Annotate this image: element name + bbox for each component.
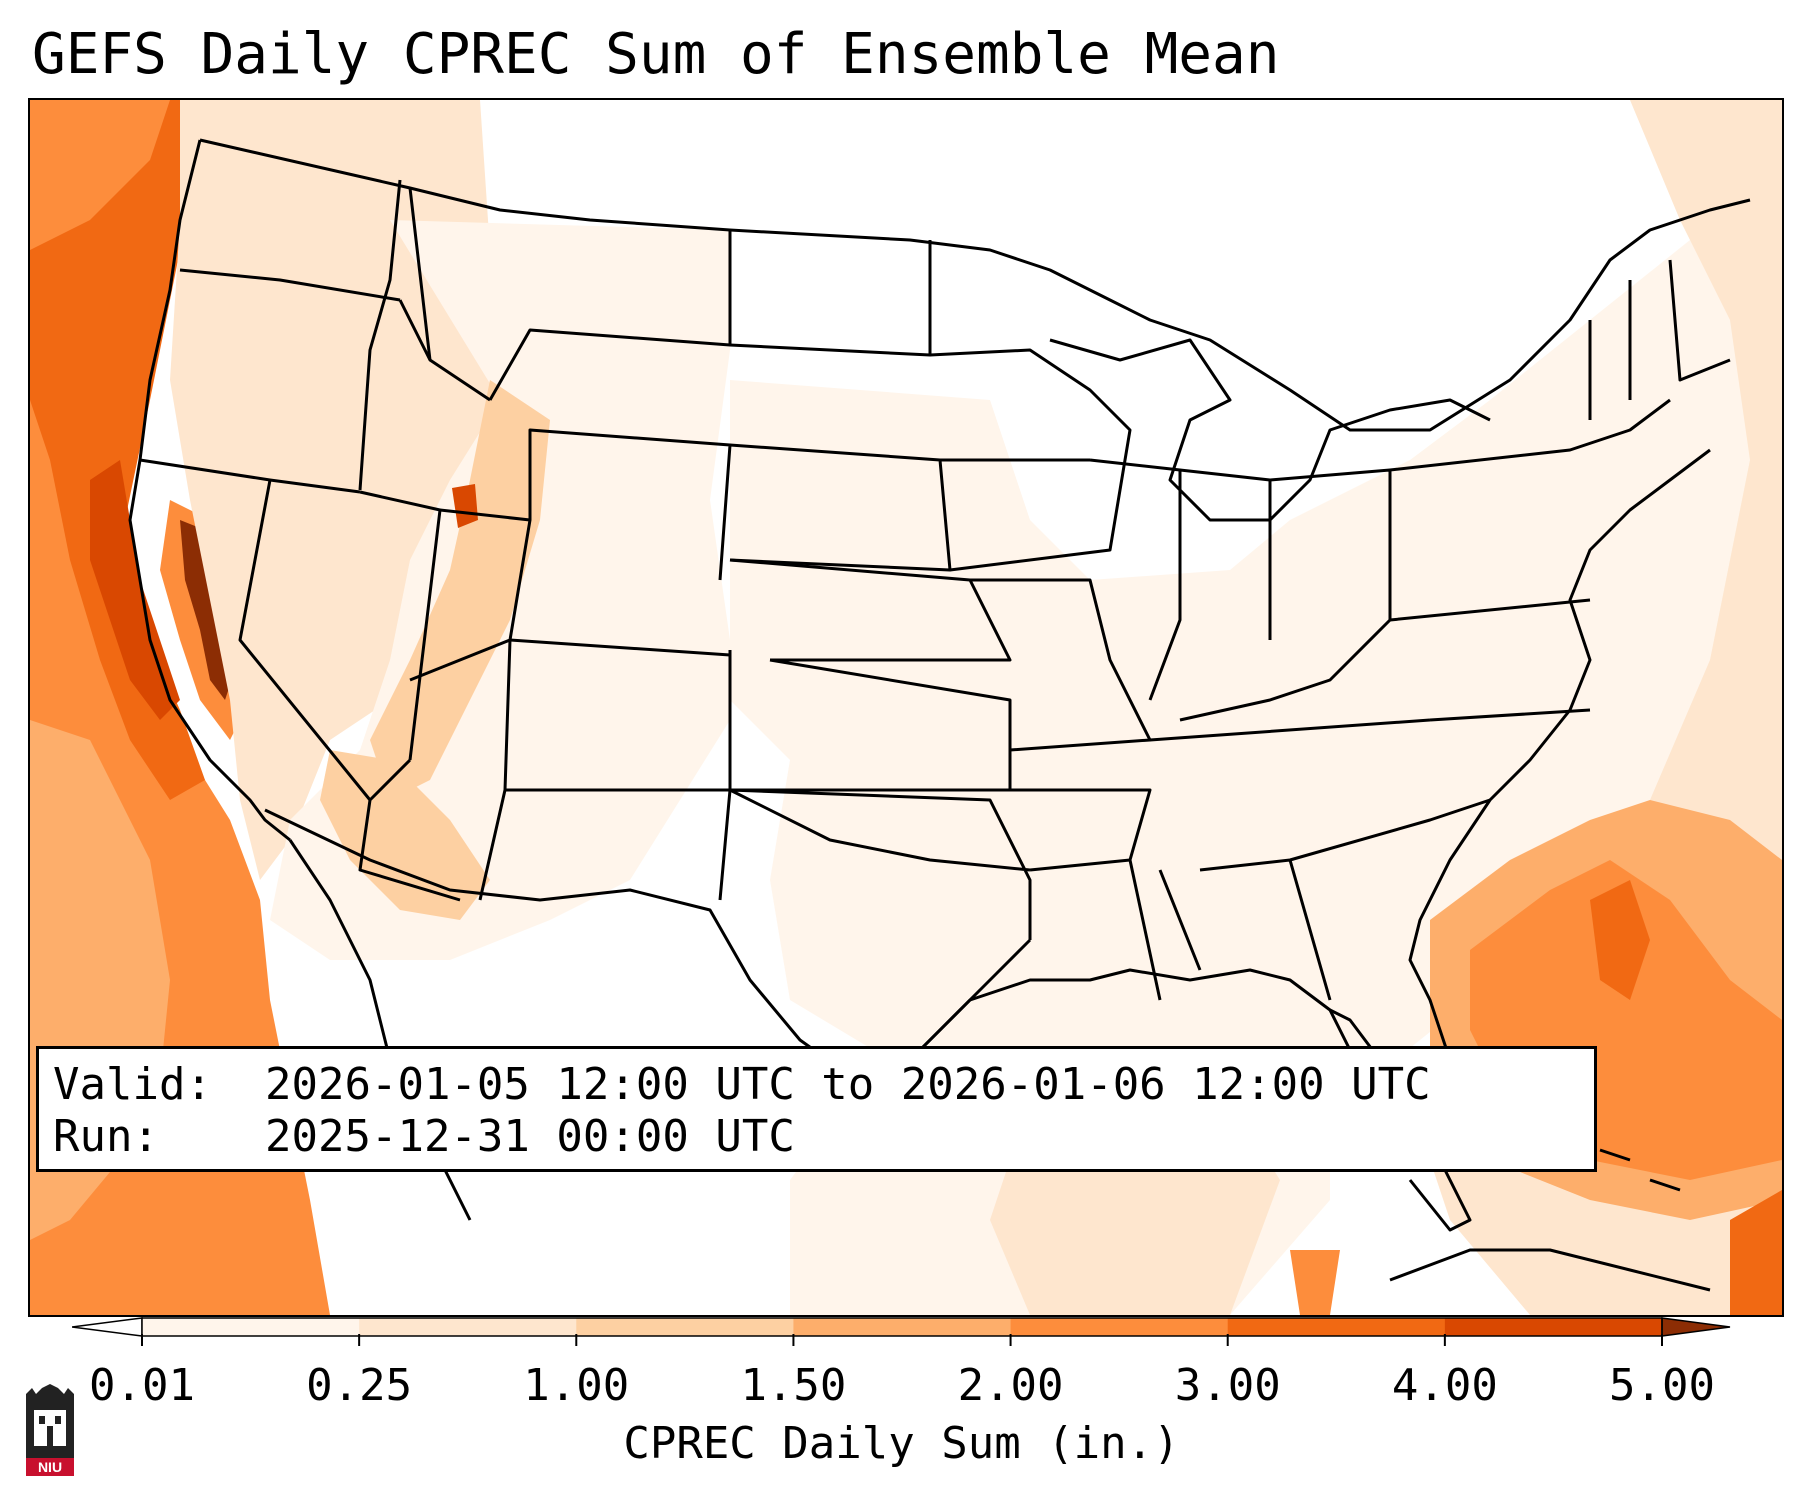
- wyoming-borders: [528, 428, 732, 581]
- southeast-borders: [1128, 798, 1491, 1001]
- colorbar-segment: [1444, 1318, 1663, 1336]
- utah-borders: [409, 508, 731, 682]
- colorbar-segment: [1227, 1318, 1446, 1336]
- oklahoma-texas-border: [729, 788, 1032, 940]
- logo-band: [26, 1458, 74, 1476]
- colorbar-segment: [793, 1318, 1012, 1336]
- colorbar-tick-label: 3.00: [1174, 1360, 1281, 1411]
- atlantic-states-borders: [1389, 398, 1671, 722]
- minnesota-iowa-borders: [929, 348, 1132, 572]
- arizona-border: [358, 758, 461, 902]
- colorbar-label: CPREC Daily Sum (in.): [623, 1418, 1180, 1469]
- run-value: 2025-12-31 00:00 UTC: [265, 1111, 795, 1162]
- colorbar-tick-label: 0.01: [89, 1360, 195, 1411]
- montana-borders: [408, 187, 732, 401]
- florida: [1329, 1008, 1472, 1232]
- colorbar-segment: [142, 1318, 360, 1336]
- colorbar-tick-label: 2.00: [957, 1360, 1064, 1411]
- state-boundaries: [128, 138, 1751, 1292]
- pacific-coastline: [128, 139, 291, 842]
- colorbar-segment: [359, 1318, 577, 1336]
- valid-label: Valid:: [53, 1059, 212, 1110]
- cuba: [1389, 1248, 1711, 1292]
- gulf-strong-spot: [1290, 1250, 1340, 1315]
- map-title: GEFS Daily CPREC Sum of Ensemble Mean: [32, 22, 1280, 87]
- colorbar-outline: [141, 1317, 1663, 1337]
- wasatch-precip-spot: [452, 484, 478, 528]
- colorbar-segment: [576, 1318, 794, 1336]
- colorbar-tick-label: 1.50: [740, 1360, 847, 1411]
- run-label: Run:: [53, 1111, 159, 1162]
- caribbean-heavy-precip: [1730, 1190, 1782, 1315]
- us-canada-border: [199, 138, 1751, 432]
- map-panel: [28, 98, 1784, 1317]
- great-lakes: [1049, 338, 1491, 522]
- colorbar-tick-label: 0.25: [306, 1360, 413, 1411]
- colorbar-ticks: [141, 1334, 1663, 1346]
- colorbar-segment: [1010, 1318, 1229, 1336]
- texas-coast: [908, 938, 1032, 1062]
- colorbar-tick-label: 1.00: [523, 1360, 630, 1411]
- wa-or-border: [179, 268, 401, 302]
- colorbar: [72, 1317, 1731, 1337]
- precipitation-map: [30, 100, 1782, 1315]
- new-mexico-border: [478, 789, 732, 901]
- colorado-nm-border: [503, 639, 732, 792]
- valid-value: 2026-01-05 12:00 UTC to 2026-01-06 12:00…: [265, 1059, 1431, 1110]
- valid-run-info-box: Valid: 2026-01-05 12:00 UTC to 2026-01-06…: [36, 1046, 1597, 1172]
- run-time-line: Run: 2025-12-31 00:00 UTC: [53, 1111, 1580, 1163]
- logo-text: NIU: [38, 1459, 62, 1475]
- ohio-kentucky-borders: [1149, 468, 1431, 742]
- northeast-borders: [1588, 259, 1731, 420]
- colorbar-segments: [142, 1318, 1663, 1336]
- pacific-precip-peak: [90, 460, 180, 720]
- nebraska-kansas-borders: [729, 558, 1012, 792]
- missouri-arkansas-borders: [970, 578, 1152, 872]
- niu-logo: NIU: [26, 1384, 74, 1476]
- atlantic-heavy-precip: [1590, 880, 1650, 1000]
- utah-colorado-precip: [370, 380, 550, 800]
- colorbar-tick-label: 4.00: [1391, 1360, 1498, 1411]
- colorbar-tick-label: 5.00: [1609, 1360, 1715, 1411]
- valid-time-line: Valid: 2026-01-05 12:00 UTC to 2026-01-06…: [53, 1059, 1580, 1111]
- pacific-precip-core: [30, 100, 205, 800]
